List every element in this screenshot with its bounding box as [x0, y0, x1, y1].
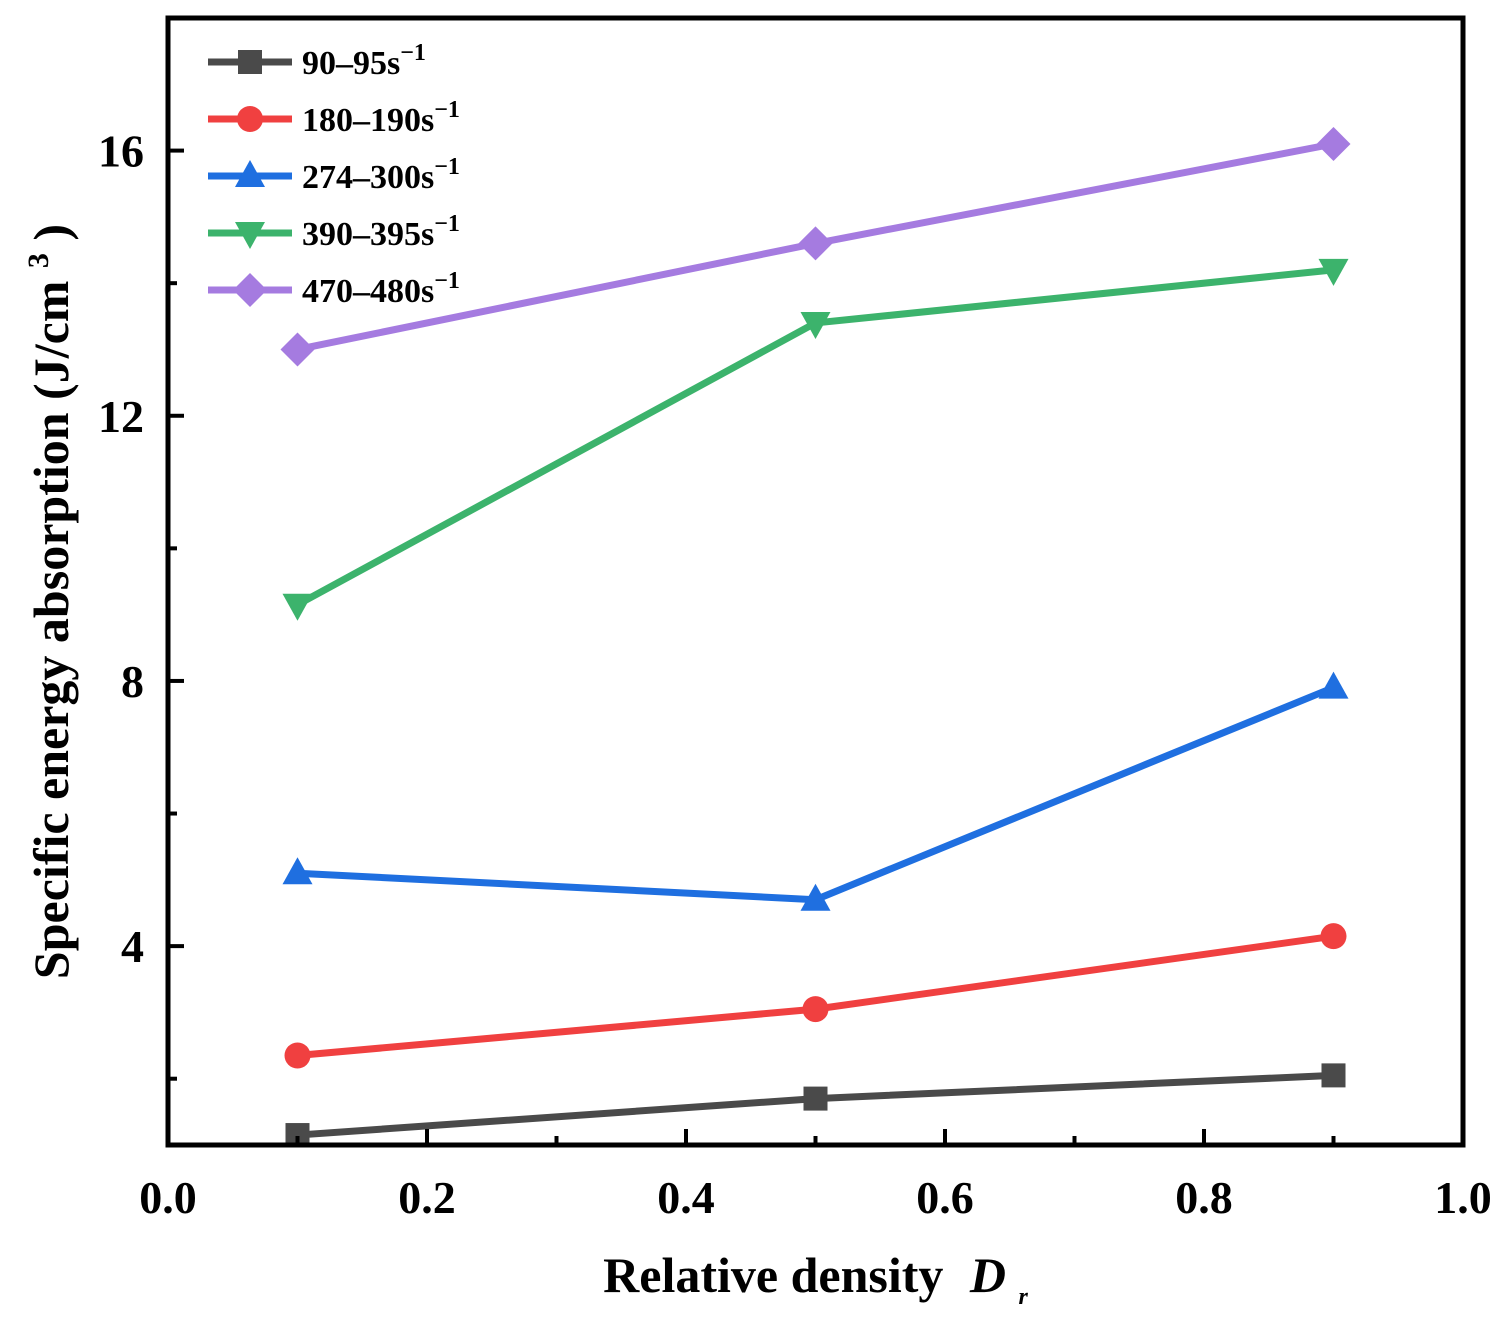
legend-marker-5 [233, 273, 267, 307]
x-axis-title-subscript: r [1019, 1284, 1029, 1310]
y-axis-title-superscript: 3 [22, 253, 55, 268]
data-point-s2-1 [284, 1042, 311, 1069]
legend-marker-2 [237, 106, 263, 132]
x-axis-title-variable: D [969, 1247, 1006, 1303]
x-tick-label: 0.0 [139, 1172, 197, 1223]
data-point-s5-2 [798, 226, 833, 261]
data-point-s5-1 [280, 332, 315, 367]
legend-label-4: 390–395s−1 [302, 211, 460, 253]
data-point-s4-2 [800, 311, 831, 339]
data-point-s3-3 [1318, 671, 1349, 699]
data-point-s5-3 [1316, 126, 1351, 161]
x-tick-label: 0.6 [916, 1172, 974, 1223]
series-line-2 [297, 932, 1334, 1059]
legend-label-2: 180–190s−1 [302, 97, 460, 139]
y-tick-label: 4 [121, 921, 144, 972]
y-tick-label: 12 [98, 391, 144, 442]
legend: 90–95s−1 180–190s−1 274–300s−1 390–395s−1 47… [208, 40, 460, 310]
x-tick-label: 1.0 [1434, 1172, 1492, 1223]
legend-label-1: 90–95s−1 [302, 40, 426, 82]
y-tick-label: 16 [98, 126, 144, 177]
data-point-s3-1 [282, 857, 313, 885]
x-tick-label: 0.2 [398, 1172, 456, 1223]
legend-label-5: 470–480s−1 [302, 268, 460, 310]
legend-marker-1 [238, 50, 262, 74]
data-point-s4-3 [1318, 258, 1349, 286]
series-line-3 [297, 684, 1335, 904]
y-axis-title-close: ) [23, 224, 79, 241]
y-axis-title-text: Specific energy absorption (J/cm [23, 281, 79, 980]
x-axis-title-text: Relative density [603, 1247, 943, 1303]
data-point-s1-3 [1321, 1063, 1346, 1088]
x-tick-label: 0.4 [657, 1172, 715, 1223]
legend-label-3: 274–300s−1 [302, 154, 460, 196]
legend-marker-4 [235, 222, 265, 249]
y-tick-label: 8 [121, 656, 144, 707]
data-point-s3-2 [800, 883, 831, 911]
data-point-s2-3 [1320, 923, 1347, 950]
x-axis-title: Relative density D r [603, 1247, 1028, 1310]
legend-marker-3 [235, 160, 265, 187]
data-point-s4-1 [282, 593, 313, 621]
data-point-s1-2 [803, 1086, 828, 1111]
x-tick-label: 0.8 [1175, 1172, 1233, 1223]
data-point-s2-2 [802, 996, 829, 1023]
y-axis-title: Specific energy absorption (J/cm 3 ) [3, 224, 79, 979]
